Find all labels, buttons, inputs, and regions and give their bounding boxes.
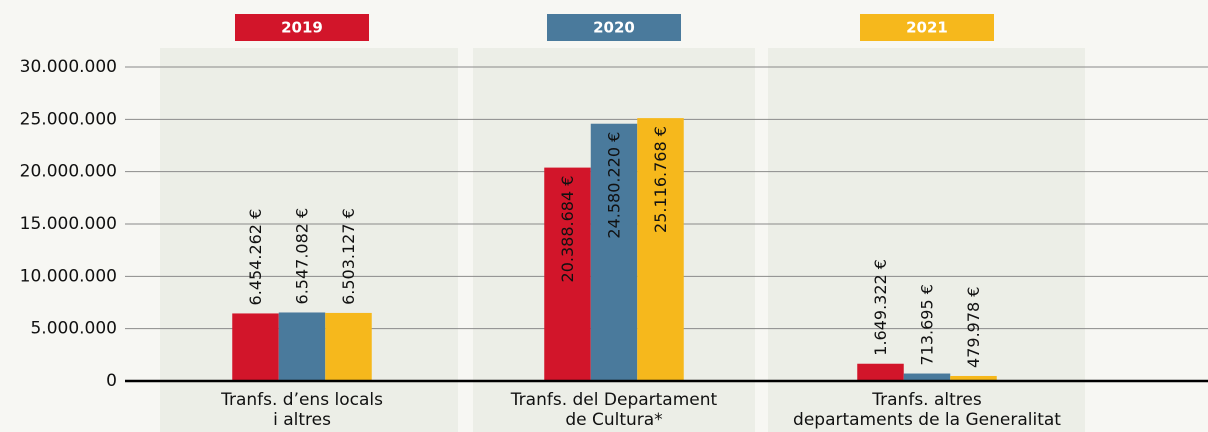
bar [232,313,279,381]
group-panel [768,48,1085,432]
bar [857,363,904,381]
x-tick-label: Tranfs. d’ens locals [220,390,383,410]
y-tick-label: 20.000.000 [20,162,117,182]
value-label: 713.695 € [918,284,937,365]
value-label: 479.978 € [964,287,983,368]
y-tick-label: 30.000.000 [20,57,117,77]
x-tick-label: de Cultura* [565,410,662,430]
bar [903,373,951,381]
value-label: 6.454.262 € [246,209,265,306]
y-tick-label: 15.000.000 [20,214,117,234]
bar [950,375,997,381]
bar [278,312,326,381]
legend-label: 2021 [906,19,948,37]
x-tick-label: i altres [273,410,331,430]
bar [590,123,638,382]
value-label: 25.116.768 € [651,126,670,233]
bar [544,167,591,381]
x-tick-label: Tranfs. del Departament [510,390,718,410]
y-tick-label: 10.000.000 [20,266,117,286]
value-label: 1.649.322 € [871,259,890,356]
x-tick-label: departaments de la Generalitat [793,410,1061,430]
legend-swatch [547,14,681,41]
value-label: 6.503.127 € [339,208,358,305]
x-tick-label: Tranfs. altres [871,390,982,410]
legend-label: 2019 [281,19,323,37]
legend-label: 2020 [593,19,635,37]
legend-swatch [860,14,994,41]
y-tick-label: 0 [106,371,117,391]
value-label: 24.580.220 € [605,132,624,239]
value-label: 6.547.082 € [293,208,312,305]
y-tick-label: 25.000.000 [20,109,117,129]
bar [637,118,684,382]
value-label: 20.388.684 € [558,176,577,283]
bar [325,312,372,381]
y-tick-label: 5.000.000 [30,319,117,339]
legend-swatch [235,14,369,41]
